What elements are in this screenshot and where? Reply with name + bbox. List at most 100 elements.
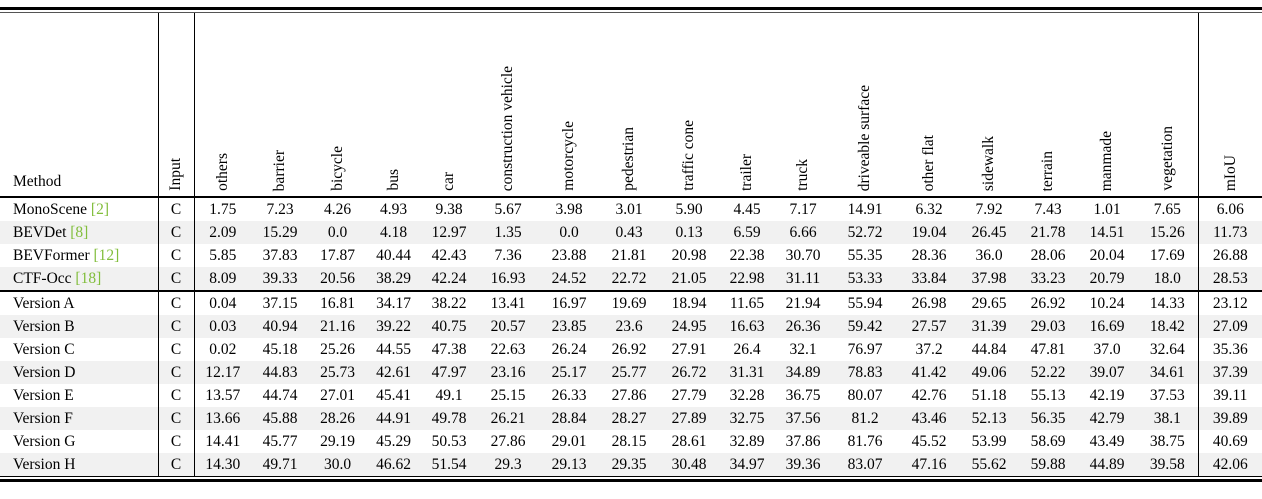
iou-value-cell-barrier: 7.23 (266, 200, 294, 218)
input-modality-cell: C (158, 244, 195, 267)
iou-value-cell-bicycle: 20.56 (320, 269, 355, 287)
method-name: MonoScene (13, 200, 88, 218)
rotated-header-label: terrain (1039, 150, 1057, 191)
rotated-header-label: traffic cone (680, 120, 698, 191)
iou-value-cell-pedestrian: 19.69 (611, 294, 647, 312)
table-row-bevformer: BEVFormer [12] C 5.85 37.83 17.87 40.44 42.43 7… (0, 244, 1262, 267)
iou-value-cell-sidewalk: 7.92 (975, 200, 1003, 218)
iou-value-cell-barrier: 15.29 (262, 223, 298, 241)
iou-value-cell-barrier: 45.77 (262, 432, 298, 450)
iou-value-cell-traffic-cone: 27.89 (671, 409, 707, 427)
iou-value-cell-sidewalk: 31.39 (971, 317, 1007, 335)
column-header-pedestrian: pedestrian (599, 13, 659, 198)
iou-value-cell-bus: 45.41 (376, 386, 411, 404)
iou-value-cell-other-flat: 26.98 (911, 294, 947, 312)
method-cell: CTF-Occ [18] (0, 267, 159, 291)
table-bottom-rule-thick (0, 479, 1262, 482)
iou-value-cell-terrain: 52.22 (1030, 363, 1066, 381)
rotated-header-label: sidewalk (980, 135, 998, 191)
iou-value-cell-car: 50.53 (431, 432, 467, 450)
miou-cell: 37.39 (1197, 361, 1262, 384)
method-name: Version A (13, 294, 75, 312)
table-row-version-g: Version G C 14.41 45.77 29.19 45.29 50.53 27.86… (0, 430, 1262, 453)
iou-value-cell-car: 47.38 (431, 340, 467, 358)
column-header-barrier: barrier (251, 13, 309, 198)
iou-value-cell-driveable-surface: 80.07 (847, 386, 883, 404)
iou-value-cell-bicycle: 29.19 (320, 432, 355, 450)
iou-value-cell-traffic-cone: 26.72 (671, 363, 707, 381)
iou-value-cell-pedestrian: 26.92 (611, 340, 647, 358)
iou-value-cell-other-flat: 19.04 (911, 223, 947, 241)
iou-value-cell-driveable-surface: 59.42 (847, 317, 883, 335)
iou-value-cell-car: 12.97 (431, 223, 467, 241)
iou-value-cell-construction-vehicle: 16.93 (490, 269, 526, 287)
method-name: Version G (13, 432, 76, 450)
input-modality-cell: C (158, 453, 195, 476)
table-bottom-rule-thin (0, 476, 1262, 477)
iou-value-cell-others: 8.09 (209, 269, 237, 287)
iou-value-cell-terrain: 55.13 (1030, 386, 1066, 404)
input-modality-cell: C (158, 221, 195, 244)
table-row-version-f: Version F C 13.66 45.88 28.26 44.91 49.78 26.21… (0, 407, 1262, 430)
iou-value-cell-vegetation: 15.26 (1149, 223, 1185, 241)
iou-value-cell-motorcycle: 29.01 (551, 432, 587, 450)
iou-value-cell-terrain: 29.03 (1030, 317, 1066, 335)
iou-value-cell-sidewalk: 26.45 (971, 223, 1007, 241)
iou-value-cell-driveable-surface: 52.72 (847, 223, 883, 241)
iou-value-cell-barrier: 37.83 (262, 246, 298, 264)
iou-value-cell-vegetation: 38.1 (1153, 409, 1181, 427)
rotated-header-label: bicycle (328, 146, 346, 191)
iou-value-cell-construction-vehicle: 7.36 (494, 246, 522, 264)
miou-cell: 26.88 (1197, 244, 1262, 267)
iou-value-cell-bicycle: 25.26 (320, 340, 355, 358)
iou-value-cell-motorcycle: 24.52 (551, 269, 587, 287)
iou-value-cell-sidewalk: 52.13 (971, 409, 1007, 427)
iou-value-cell-truck: 31.11 (785, 269, 821, 287)
iou-value-cell-driveable-surface: 14.91 (847, 200, 883, 218)
iou-value-cell-truck: 30.70 (785, 246, 821, 264)
column-header-terrain: terrain (1019, 13, 1077, 198)
iou-value-cell-truck: 36.75 (785, 386, 821, 404)
iou-value-cell-bus: 38.29 (376, 269, 411, 287)
citation-ref: [8] (70, 223, 89, 241)
iou-value-cell-others: 14.41 (205, 432, 241, 450)
iou-value-cell-bicycle: 25.73 (320, 363, 355, 381)
iou-value-cell-traffic-cone: 18.94 (671, 294, 707, 312)
iou-value-cell-manmade: 42.19 (1089, 386, 1125, 404)
iou-value-cell-manmade: 44.89 (1089, 455, 1125, 473)
method-cell: Version E (0, 384, 159, 407)
iou-value-cell-bus: 46.62 (376, 455, 411, 473)
header-row: Method Input others barrier bicycle bus car con… (0, 13, 1262, 198)
iou-value-cell-barrier: 45.18 (262, 340, 298, 358)
miou-cell: 28.53 (1197, 267, 1262, 291)
iou-value-cell-driveable-surface: 83.07 (847, 455, 883, 473)
method-cell: Version B (0, 315, 159, 338)
iou-value-cell-car: 47.97 (431, 363, 467, 381)
column-header-car: car (421, 13, 477, 198)
iou-value-cell-traffic-cone: 30.48 (671, 455, 707, 473)
iou-value-cell-sidewalk: 55.62 (971, 455, 1007, 473)
column-header-miou: mIoU (1197, 13, 1262, 198)
iou-value-cell-manmade: 10.24 (1089, 294, 1125, 312)
miou-cell: 6.06 (1197, 197, 1262, 221)
iou-value-cell-bicycle: 16.81 (320, 294, 355, 312)
baseline-methods-block: MonoScene [2] C 1.75 7.23 4.26 4.93 9.38 5.67 3.… (0, 197, 1262, 291)
iou-value-cell-vegetation: 14.33 (1149, 294, 1185, 312)
miou-cell: 39.11 (1197, 384, 1262, 407)
iou-value-cell-terrain: 28.06 (1030, 246, 1066, 264)
iou-value-cell-truck: 21.94 (785, 294, 821, 312)
iou-value-cell-terrain: 56.35 (1030, 409, 1066, 427)
iou-value-cell-traffic-cone: 27.79 (671, 386, 707, 404)
iou-value-cell-pedestrian: 22.72 (611, 269, 647, 287)
iou-value-cell-vegetation: 37.53 (1149, 386, 1185, 404)
iou-value-cell-bus: 45.29 (376, 432, 411, 450)
iou-value-cell-traffic-cone: 28.61 (671, 432, 707, 450)
table-row-version-h: Version H C 14.30 49.71 30.0 46.62 51.54 29.3 29… (0, 453, 1262, 476)
iou-value-cell-others: 0.02 (209, 340, 237, 358)
iou-value-cell-traffic-cone: 20.98 (671, 246, 707, 264)
column-header-manmade: manmade (1077, 13, 1137, 198)
iou-value-cell-construction-vehicle: 13.41 (490, 294, 526, 312)
iou-value-cell-manmade: 39.07 (1089, 363, 1125, 381)
iou-value-cell-other-flat: 47.16 (911, 455, 947, 473)
